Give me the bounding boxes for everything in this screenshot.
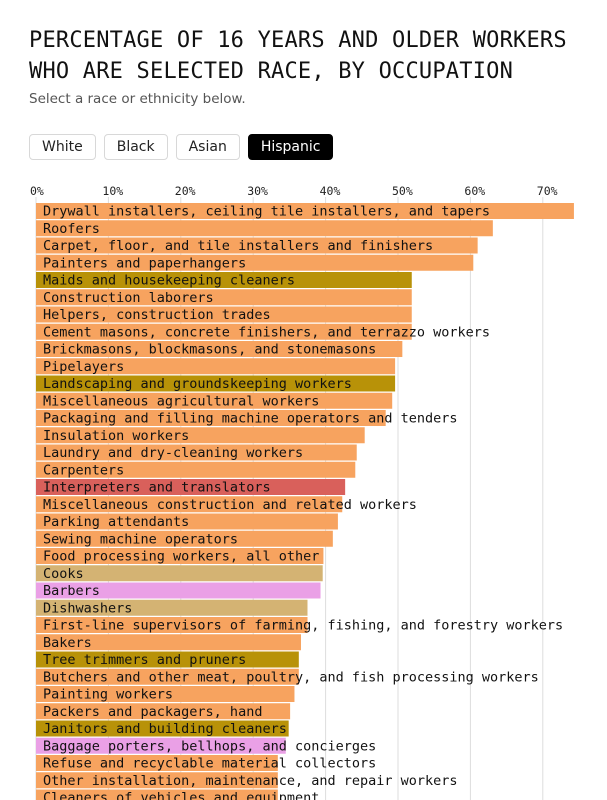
bar-label: Food processing workers, all other [43,549,319,565]
bar-label: Refuse and recyclable material collector… [43,756,376,772]
bar[interactable] [36,789,278,800]
bar[interactable] [36,772,278,789]
bar[interactable] [36,358,396,375]
bar-label: Butchers and other meat, poultry, and fi… [43,669,539,685]
bar[interactable] [36,375,396,392]
bar[interactable] [36,254,474,271]
tab-asian[interactable]: Asian [175,134,240,160]
bar[interactable] [36,427,365,444]
x-tick-label: 20% [175,184,196,198]
x-tick-label: 70% [537,184,558,198]
bar-label: Sewing machine operators [43,531,238,547]
bar-label: Carpenters [43,462,124,478]
bar-label: Cement masons, concrete finishers, and t… [43,324,490,340]
bar[interactable] [36,289,412,306]
bar-label: Cleaners of vehicles and equipment [43,790,319,800]
bar-label: Carpet, floor, and tile installers and f… [43,238,433,254]
bar-label: Drywall installers, ceiling tile install… [43,204,490,220]
x-tick-label: 60% [464,184,485,198]
bar[interactable] [36,668,299,685]
chart-title: PERCENTAGE OF 16 YEARS AND OLDER WORKERS… [29,28,567,84]
x-tick-label: 10% [102,184,123,198]
bar[interactable] [36,720,289,737]
bar[interactable] [36,220,493,237]
bar-label: Packers and packagers, hand [43,704,262,720]
bar[interactable] [36,272,412,288]
bar-label: Baggage porters, bellhops, and concierge… [43,738,376,754]
bar[interactable] [36,306,412,323]
bar[interactable] [36,634,301,651]
race-selector: White Black Asian Hispanic [29,134,334,160]
bar-label: Helpers, construction trades [43,307,271,323]
occupation-bar-chart: 0% 10% 20% 30% 40% 50% 60% 70% Drywall installer… [30,184,574,800]
bar-label: Painting workers [43,687,173,703]
x-tick-label: 50% [392,184,413,198]
bar-label: Barbers [43,583,100,599]
bar[interactable] [36,599,308,616]
bar[interactable] [36,513,338,530]
bar[interactable] [36,548,324,564]
bar[interactable] [36,479,346,495]
bar-label: Landscaping and groundskeeping workers [43,376,352,392]
bar[interactable] [36,496,343,513]
bar-label: Cooks [43,566,84,582]
bar[interactable] [36,651,299,668]
bar-label: Bakers [43,635,92,651]
bar-label: Miscellaneous agricultural workers [43,393,319,409]
bar-label: Parking attendants [43,514,189,530]
bar-label: Miscellaneous construction and related w… [43,497,417,513]
bar[interactable] [36,703,291,720]
bar-label: Interpreters and translators [43,480,271,496]
bar[interactable] [36,582,321,599]
bar-label: Tree trimmers and pruners [43,652,246,668]
bar-label: Janitors and building cleaners [43,721,287,737]
bar[interactable] [36,410,386,426]
bar[interactable] [36,461,356,478]
bar[interactable] [36,530,333,547]
bar-label: Roofers [43,221,100,237]
bar-label: Construction laborers [43,290,214,306]
bar-label: Insulation workers [43,428,189,444]
bar-label: Other installation, maintenance, and rep… [43,773,458,789]
bar-label: Maids and housekeeping cleaners [43,273,295,289]
bar[interactable] [36,617,308,633]
bar-label: Painters and paperhangers [43,255,246,271]
chart-subtitle: Select a race or ethnicity below. [29,91,246,107]
bar[interactable] [36,392,393,409]
bar[interactable] [36,341,403,357]
tab-black[interactable]: Black [103,134,168,160]
bar[interactable] [36,565,323,582]
x-tick-label: 30% [247,184,268,198]
bar[interactable] [36,755,278,771]
x-tick-label: 40% [320,184,341,198]
x-tick-label: 0% [30,184,44,198]
bar-label: Dishwashers [43,600,132,616]
bar-label: Packaging and filling machine operators … [43,411,458,427]
bar-label: First-line supervisors of farming, fishi… [43,618,563,634]
tab-white[interactable]: White [29,134,96,160]
bar-label: Brickmasons, blockmasons, and stonemason… [43,342,376,358]
tab-hispanic[interactable]: Hispanic [247,134,334,160]
bar[interactable] [36,237,478,254]
bar-label: Laundry and dry-cleaning workers [43,445,303,461]
bar[interactable] [36,737,286,754]
bar-label: Pipelayers [43,359,124,375]
bar[interactable] [36,444,357,461]
bar[interactable] [36,323,412,340]
bar[interactable] [36,203,574,219]
bar[interactable] [36,686,295,702]
